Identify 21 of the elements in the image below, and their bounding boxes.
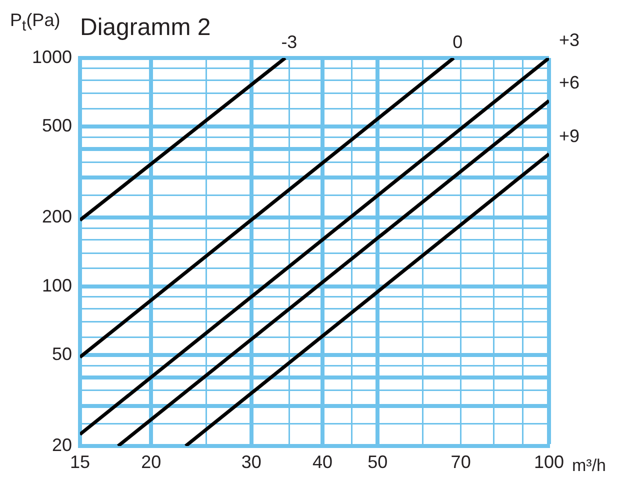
y-tick-label: 50 [52,344,72,364]
series-label: +9 [559,126,580,146]
y-tick-label: 500 [42,116,72,136]
x-tick-label: 20 [141,452,162,472]
x-tick-label: 50 [368,452,388,472]
y-tick-label: 100 [42,275,72,296]
series-label: +3 [559,30,580,50]
series-label: 0 [452,32,463,52]
chart-title: Diagramm 2 [80,14,211,42]
x-tick-label: 40 [312,452,332,472]
y-tick-label: 20 [52,434,72,455]
y-axis-title: P$_{t}$(Pa) [10,10,60,35]
x-tick-label: 100 [534,452,564,472]
x-tick-label: 30 [241,452,262,472]
x-tick-label: 15 [70,452,90,472]
x-tick-label: 70 [450,452,471,472]
series-label: +6 [559,72,580,93]
x-axis-title: m³/h [572,456,606,476]
series-label: -3 [281,32,298,52]
y-tick-label: 200 [42,206,72,227]
y-tick-label: 1000 [32,46,72,67]
